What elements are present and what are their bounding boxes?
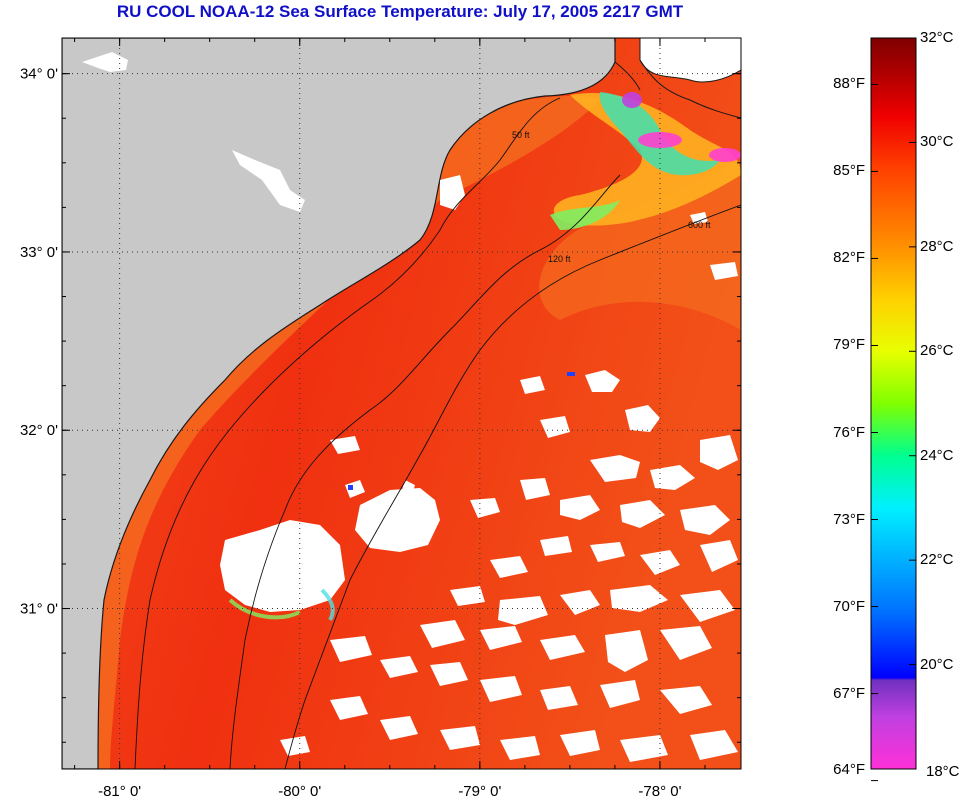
colorbar-celsius-label: 30°C [920, 133, 954, 151]
cloud-fringe-cool [228, 598, 301, 620]
longitude-label: -81° 0' [98, 783, 141, 800]
colorbar-fahrenheit-label: 64°F [833, 761, 865, 778]
grid-lines [62, 38, 741, 769]
isobath-50ft [134, 97, 561, 769]
longitude-label: -80° 0' [278, 783, 321, 800]
colorbar-celsius-label: 22°C [920, 551, 954, 569]
isobath-label-600ft: 600 ft [688, 220, 711, 230]
cloud-land-1 [82, 52, 128, 72]
colorbar-celsius-label: 18°C [926, 763, 960, 780]
latitude-label: 32° 0' [20, 422, 58, 439]
colorbar-fahrenheit-label: 73°F [833, 510, 865, 528]
isobath-label-120ft: 120 ft [548, 254, 571, 264]
land-area-northeast [639, 38, 741, 83]
longitude-label: -79° 0' [458, 783, 501, 800]
map-title: RU COOL NOAA-12 Sea Surface Temperature:… [116, 2, 684, 21]
latitude-label: 33° 0' [20, 244, 58, 261]
isobath-label-50ft: 50 ft [512, 130, 530, 140]
offshore-orange [539, 160, 741, 330]
colorbar-fahrenheit-label: 88°F [833, 75, 865, 93]
colorbar-ticks [871, 37, 916, 782]
isobath-lines [134, 97, 741, 769]
colorbar-celsius-label: 28°C [920, 237, 954, 255]
cool-pixel [567, 372, 575, 376]
isobath-600ft [284, 204, 741, 769]
cool-water-magenta [638, 132, 682, 148]
land-area [62, 38, 616, 769]
cool-water-magenta-3 [622, 92, 642, 108]
cool-water-magenta-2 [709, 148, 741, 162]
latitude-label: 34° 0' [20, 66, 58, 83]
colorbar-fahrenheit-label: 76°F [833, 423, 865, 441]
colorbar-fahrenheit-label: 82°F [833, 249, 865, 267]
latitude-label: 31° 0' [20, 601, 58, 618]
minor-ticks [62, 38, 741, 769]
colorbar-celsius-label: 32°C [920, 29, 954, 46]
cool-pixel-2 [348, 485, 353, 490]
latitude-labels: 34° 0' 33° 0' 32° 0' 31° 0' [20, 66, 58, 618]
isobath-120ft [229, 174, 621, 769]
colorbar-fahrenheit-label: 67°F [833, 684, 865, 702]
colorbar-fahrenheit-label: 79°F [833, 336, 865, 354]
cloud-coast [440, 175, 465, 210]
cloud-patches [220, 212, 738, 762]
map-panel: 50 ft 120 ft 600 ft [62, 38, 741, 769]
map-frame [61, 37, 742, 770]
colorbar-celsius-label: 26°C [920, 342, 954, 360]
longitude-label: -78° 0' [638, 783, 681, 800]
barrier-islands [614, 59, 741, 119]
longitude-labels: -81° 0' -80° 0' -79° 0' -78° 0' [98, 783, 682, 800]
colorbar [870, 37, 917, 770]
colorbar-celsius-label: 20°C [920, 655, 954, 673]
colorbar-fahrenheit-label: 85°F [833, 162, 865, 180]
cloud-land-2 [232, 150, 305, 212]
cloud-fringe-cool-2 [320, 588, 335, 622]
shelf-warm-band [80, 96, 600, 769]
colorbar-fahrenheit-label: 70°F [833, 597, 865, 615]
colorbar-celsius-label: 24°C [920, 446, 954, 464]
